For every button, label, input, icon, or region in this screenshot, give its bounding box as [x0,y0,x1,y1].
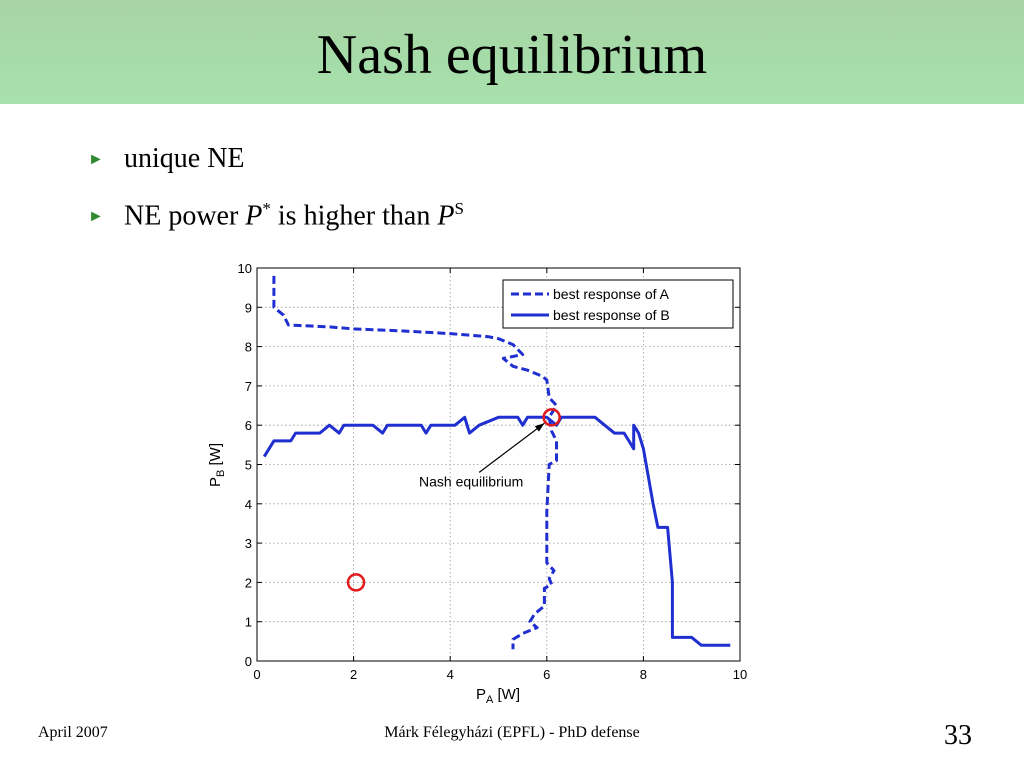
tick-labels: 0 2 4 6 8 10 0 1 2 3 4 5 6 7 8 9 10 [238,261,748,682]
y-tick-label: 5 [245,458,252,473]
x-tick-label: 6 [543,667,550,682]
bullet-text-pre: NE power [124,200,246,232]
bullet-text-mid: is higher than [270,200,438,232]
y-tick-label: 9 [245,300,252,315]
y-tick-label: 10 [238,261,252,276]
bullet-ne-power: ► NE power P* is higher than PS [88,192,464,234]
best-response-chart: 0 2 4 6 8 10 0 1 2 3 4 5 6 7 8 9 10 Nash equilibrium bes… [207,261,748,706]
marker-layer [346,408,561,592]
y-tick-label: 2 [245,575,252,590]
footer-presenter: Márk Félegyházi (EPFL) - PhD defense [384,724,640,741]
superscript-star: * [262,199,271,218]
bullet-arrow-icon: ► [88,208,104,226]
slide-title: Nash equilibrium [316,24,708,86]
x-tick-label: 0 [253,667,260,682]
x-tick-label: 4 [447,667,454,682]
superscript-s: S [454,199,464,218]
series-best-response-a [272,275,558,650]
legend-box [502,279,734,329]
reference-point-marker [346,573,366,592]
annotation-layer: Nash equilibrium [419,422,545,489]
y-tick-label: 3 [245,536,252,551]
y-tick-label: 1 [245,615,252,630]
annotation-arrowhead [534,423,545,432]
footer-date: April 2007 [38,724,108,741]
symbol-p-star: P [245,200,263,232]
y-tick-label: 6 [245,418,252,433]
y-tick-label: 8 [245,340,252,355]
series-layer [262,275,731,650]
legend-label: best response of B [553,307,670,323]
y-tick-label: 7 [245,379,252,394]
x-axis-label: PA [W] [476,686,520,706]
title-bar [0,0,1024,104]
annotation-arrow [478,422,545,473]
x-tick-label: 10 [733,667,747,682]
bullet-text: unique NE [124,143,245,174]
annotation-label: Nash equilibrium [419,473,523,489]
series-best-response-b [262,415,731,647]
page-number: 33 [944,720,972,751]
y-tick-label: 4 [245,497,252,512]
y-axis-label: PB [W] [207,443,227,487]
nash-equilibrium-marker [542,408,561,427]
x-tick-label: 2 [350,667,357,682]
chart-legend: best response of A best response of B [502,279,734,329]
x-tick-label: 8 [640,667,647,682]
bullet-unique-ne: ► unique NE [88,142,245,177]
legend-label: best response of A [553,286,670,302]
y-tick-label: 0 [245,654,252,669]
symbol-p-s: P [437,200,455,232]
bullet-arrow-icon: ► [88,151,104,168]
